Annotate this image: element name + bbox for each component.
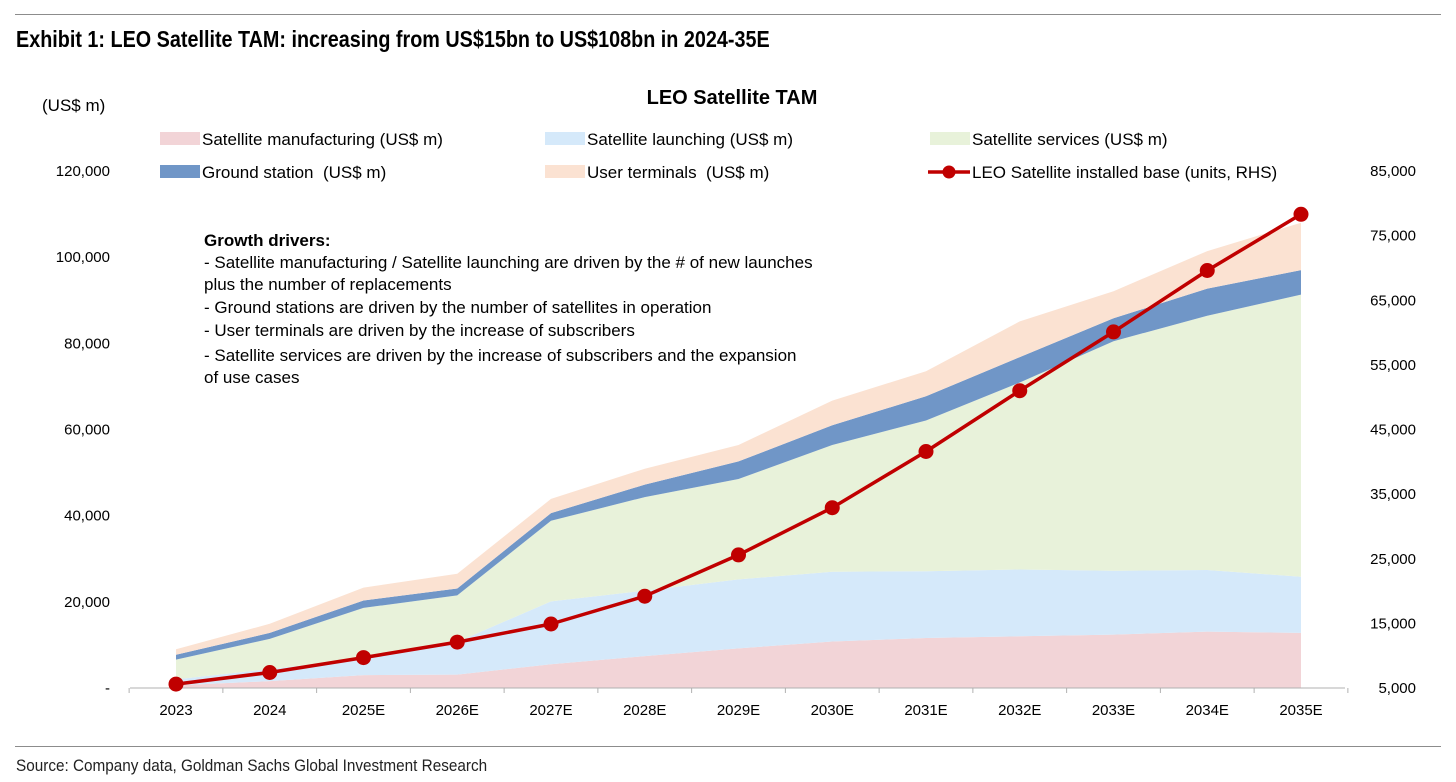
annotation-line: - User terminals are driven by the incre… bbox=[204, 321, 635, 340]
x-tick-label: 2026E bbox=[436, 702, 479, 719]
installed-base-point bbox=[449, 634, 465, 650]
installed-base-point bbox=[918, 444, 934, 459]
installed-base-point bbox=[168, 676, 184, 692]
area-satellite-manufacturing bbox=[176, 631, 1301, 688]
installed-base-point bbox=[356, 650, 371, 666]
x-tick-label: 2025E bbox=[342, 702, 385, 719]
installed-base-point bbox=[1106, 324, 1121, 340]
source-note: Source: Company data, Goldman Sachs Glob… bbox=[16, 756, 488, 775]
annotation-line: of use cases bbox=[204, 368, 299, 387]
legend-satellite-manufacturing-label: Satellite manufacturing (US$ m) bbox=[202, 130, 443, 149]
installed-base-point bbox=[543, 616, 559, 632]
x-tick-label: 2024 bbox=[253, 702, 286, 719]
area-satellite-launching bbox=[176, 569, 1301, 686]
annotation-heading: Growth drivers: bbox=[204, 231, 331, 250]
growth-drivers-annotation: Growth drivers: - Satellite manufacturing… bbox=[204, 231, 813, 387]
installed-base-point bbox=[731, 547, 746, 563]
legend-satellite-launching-swatch bbox=[545, 132, 585, 145]
x-tick-label: 2035E bbox=[1279, 702, 1322, 719]
installed-base-point bbox=[262, 665, 278, 680]
x-tick-label: 2028E bbox=[623, 702, 666, 719]
y-tick-label: 100,000 bbox=[56, 249, 110, 266]
installed-base-point bbox=[637, 588, 653, 604]
annotation-line: - Ground stations are driven by the numb… bbox=[204, 298, 711, 317]
installed-base-point bbox=[1012, 383, 1028, 399]
x-tick-label: 2032E bbox=[998, 702, 1041, 719]
installed-base-point bbox=[1293, 206, 1309, 222]
legend-user-terminals-label: User terminals (US$ m) bbox=[587, 163, 769, 182]
legend-ground-station-swatch bbox=[160, 165, 200, 178]
x-tick-label: 2031E bbox=[904, 702, 947, 719]
installed-base-line bbox=[168, 206, 1309, 692]
y-axis-label: (US$ m) bbox=[42, 96, 105, 115]
chart-title: LEO Satellite TAM bbox=[647, 87, 818, 109]
y2-tick-label: 75,000 bbox=[1370, 228, 1416, 245]
legend-leo-satellite-installed-base-marker bbox=[942, 165, 956, 179]
legend-satellite-manufacturing-swatch bbox=[160, 132, 200, 145]
annotation-line: - Satellite manufacturing / Satellite la… bbox=[204, 253, 813, 272]
y2-tick-label: 85,000 bbox=[1370, 163, 1416, 180]
exhibit-title: Exhibit 1: LEO Satellite TAM: increasing… bbox=[16, 26, 770, 52]
legend-satellite-launching-label: Satellite launching (US$ m) bbox=[587, 130, 793, 149]
x-tick-label: 2029E bbox=[717, 702, 760, 719]
x-tick-label: 2023 bbox=[159, 702, 192, 719]
y-tick-label: 20,000 bbox=[64, 594, 110, 611]
area-ground-station bbox=[176, 270, 1301, 660]
top-rule bbox=[15, 14, 1441, 15]
y2-tick-label: 25,000 bbox=[1370, 551, 1416, 568]
area-user-terminals bbox=[176, 222, 1301, 655]
x-tick-label: 2030E bbox=[811, 702, 854, 719]
y-tick-label: 40,000 bbox=[64, 508, 110, 525]
y2-tick-label: 15,000 bbox=[1370, 615, 1416, 632]
legend-satellite-services-swatch bbox=[930, 132, 970, 145]
legend-ground-station-label: Ground station (US$ m) bbox=[202, 163, 386, 182]
y2-tick-label: 35,000 bbox=[1370, 486, 1416, 503]
installed-base-point bbox=[824, 500, 840, 516]
legend-user-terminals-swatch bbox=[545, 165, 585, 178]
x-tick-label: 2034E bbox=[1186, 702, 1229, 719]
y2-tick-label: 55,000 bbox=[1370, 357, 1416, 374]
x-tick-label: 2033E bbox=[1092, 702, 1135, 719]
legend-satellite-services-label: Satellite services (US$ m) bbox=[972, 130, 1168, 149]
y-tick-label: 80,000 bbox=[64, 335, 110, 352]
y2-tick-label: 5,000 bbox=[1378, 680, 1416, 697]
y2-tick-label: 45,000 bbox=[1370, 422, 1416, 439]
annotation-line: plus the number of replacements bbox=[204, 275, 452, 294]
y-tick-label: - bbox=[105, 680, 110, 697]
annotation-line: - Satellite services are driven by the i… bbox=[204, 346, 796, 365]
axes: 2023 2024 2025E 2026E 2027E 2028E 2029E 2030E 20… bbox=[56, 163, 1416, 719]
installed-base-point bbox=[1199, 263, 1215, 278]
x-tick-label: 2027E bbox=[529, 702, 572, 719]
y-tick-label: 60,000 bbox=[64, 422, 110, 439]
y2-tick-label: 65,000 bbox=[1370, 292, 1416, 309]
legend: Satellite manufacturing (US$ m) Satellite… bbox=[160, 130, 1277, 182]
legend-leo-satellite-installed-base-label: LEO Satellite installed base (units, RHS… bbox=[972, 163, 1277, 182]
bottom-rule bbox=[15, 746, 1441, 747]
y-tick-label: 120,000 bbox=[56, 163, 110, 180]
